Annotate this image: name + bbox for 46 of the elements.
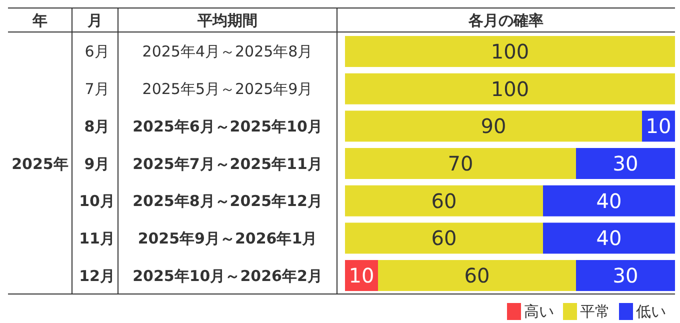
data-label: 30 <box>612 152 638 176</box>
text: 月 <box>86 11 102 30</box>
bar <box>345 222 543 254</box>
data-label: 40 <box>596 226 622 250</box>
text: 2025年4月～2025年8月 <box>142 42 313 61</box>
y-tick-label: 9月 <box>84 154 110 173</box>
y-tick-label: 7月 <box>84 80 110 98</box>
y-tick-label: 10月 <box>79 192 115 210</box>
legend-label: 平常 <box>580 302 610 320</box>
text: 2025年10月～2026年2月 <box>132 266 322 285</box>
legend-label: 高い <box>524 302 554 320</box>
data-label: 30 <box>612 264 638 288</box>
bar <box>345 73 675 104</box>
y-tick-label: 11月 <box>79 229 115 248</box>
data-label: 40 <box>596 188 622 213</box>
text: 2025年 <box>12 154 68 173</box>
data-label: 90 <box>480 114 506 138</box>
data-label: 60 <box>464 264 490 288</box>
bar <box>576 260 675 292</box>
data-label: 10 <box>646 114 672 138</box>
bar <box>345 36 675 67</box>
text: 2025年8月～2025年12月 <box>132 192 322 210</box>
bar <box>378 260 576 292</box>
text: 平均期間 <box>196 11 258 30</box>
legend-label: 低い <box>636 302 666 320</box>
text: 年 <box>32 11 48 30</box>
bar <box>543 185 675 216</box>
text: 2025年5月～2025年9月 <box>142 80 313 98</box>
bar <box>345 110 642 142</box>
y-tick-label: 8月 <box>84 117 110 136</box>
text: 2025年7月～2025年11月 <box>132 154 322 173</box>
bar <box>345 185 543 216</box>
bar <box>345 148 576 179</box>
text: 2025年9月～2026年1月 <box>138 229 318 248</box>
y-tick-label: 12月 <box>79 266 115 285</box>
y-tick-label: 6月 <box>84 42 110 61</box>
text: 各月の確率 <box>468 11 544 30</box>
data-label: 60 <box>431 226 457 250</box>
data-label: 70 <box>448 152 474 176</box>
data-label: 100 <box>490 76 530 101</box>
data-label: 60 <box>431 188 457 213</box>
bar <box>576 148 675 179</box>
text: 2025年6月～2025年10月 <box>132 117 322 136</box>
data-label: 100 <box>490 39 530 64</box>
data-label: 10 <box>348 264 374 288</box>
bar <box>543 222 675 254</box>
